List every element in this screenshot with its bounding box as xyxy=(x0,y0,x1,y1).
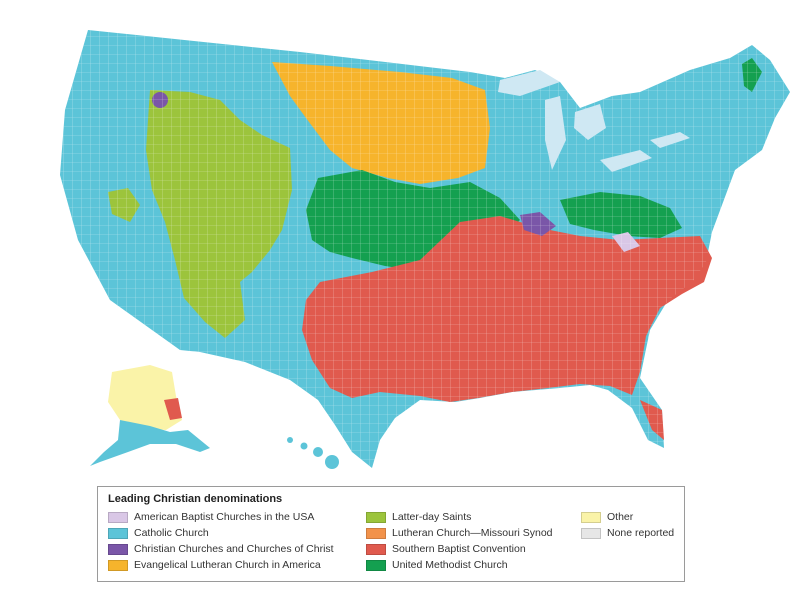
legend-label: Catholic Church xyxy=(134,527,209,539)
legend-item: Lutheran Church—Missouri Synod xyxy=(366,525,581,541)
legend-label: None reported xyxy=(607,527,675,539)
hawaii-region xyxy=(287,437,339,469)
legend-swatch xyxy=(366,543,386,555)
legend-swatch xyxy=(108,527,128,539)
legend-title: Leading Christian denominations xyxy=(108,493,283,505)
legend-item: Catholic Church xyxy=(108,525,366,541)
alaska-region xyxy=(108,365,182,430)
alaska-southern-baptist-region xyxy=(164,398,182,420)
legend-swatch xyxy=(108,511,128,523)
legend-item: Christian Churches and Churches of Chris… xyxy=(108,541,366,557)
legend: Leading Christian denominations American… xyxy=(97,486,685,582)
alaska-catholic-region xyxy=(90,420,210,466)
legend-label: American Baptist Churches in the USA xyxy=(134,511,315,523)
legend-label: Evangelical Lutheran Church in America xyxy=(134,559,321,571)
legend-grid: American Baptist Churches in the USA Cath… xyxy=(108,509,674,573)
legend-label: Latter-day Saints xyxy=(392,511,472,523)
us-denomination-map xyxy=(60,30,790,469)
great-lakes xyxy=(498,70,690,172)
legend-swatch xyxy=(581,527,601,539)
legend-swatch xyxy=(581,511,601,523)
legend-swatch xyxy=(366,511,386,523)
legend-item: None reported xyxy=(581,525,701,541)
legend-item: Southern Baptist Convention xyxy=(366,541,581,557)
legend-label: Other xyxy=(607,511,634,523)
legend-item: Evangelical Lutheran Church in America xyxy=(108,557,366,573)
legend-swatch xyxy=(366,559,386,571)
legend-label: Christian Churches and Churches of Chris… xyxy=(134,543,334,555)
legend-item: Latter-day Saints xyxy=(366,509,581,525)
legend-swatch xyxy=(366,527,386,539)
legend-label: United Methodist Church xyxy=(392,559,508,571)
legend-item: United Methodist Church xyxy=(366,557,581,573)
legend-swatch xyxy=(108,543,128,555)
county-texture xyxy=(60,30,790,468)
legend-swatch xyxy=(108,559,128,571)
legend-item: Other xyxy=(581,509,701,525)
legend-label: Southern Baptist Convention xyxy=(392,543,526,555)
legend-label: Lutheran Church—Missouri Synod xyxy=(392,527,553,539)
legend-item: American Baptist Churches in the USA xyxy=(108,509,366,525)
